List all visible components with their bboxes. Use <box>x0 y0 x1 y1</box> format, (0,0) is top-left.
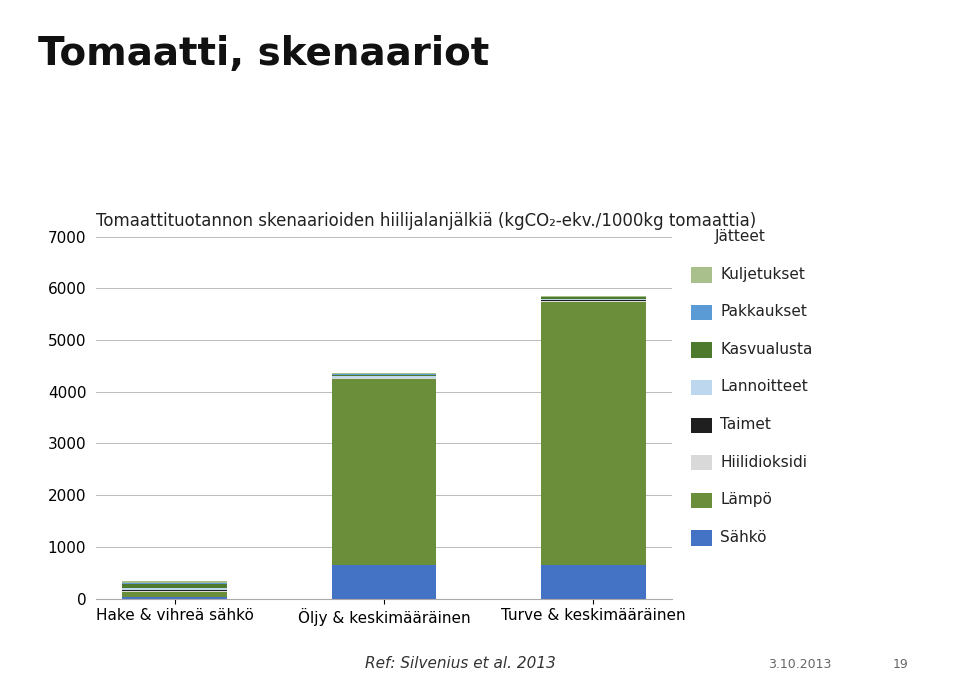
Bar <box>122 592 227 597</box>
Bar <box>331 565 437 599</box>
Bar <box>541 302 646 565</box>
Bar <box>331 374 437 375</box>
Bar <box>541 299 646 300</box>
Bar <box>122 590 227 591</box>
Bar <box>122 583 227 584</box>
Bar <box>122 588 227 590</box>
Bar <box>541 297 646 299</box>
Text: Taimet: Taimet <box>720 417 771 432</box>
Text: Kasvualusta: Kasvualusta <box>720 342 812 357</box>
Bar <box>122 597 227 599</box>
Bar <box>331 377 437 378</box>
Bar <box>122 584 227 588</box>
Text: Kuljetukset: Kuljetukset <box>720 267 804 282</box>
Bar <box>122 581 227 583</box>
Text: Lannoitteet: Lannoitteet <box>720 379 807 395</box>
Text: Lämpö: Lämpö <box>720 492 772 507</box>
Text: 3.10.2013: 3.10.2013 <box>768 658 831 671</box>
Text: Jätteet: Jätteet <box>715 229 766 244</box>
Bar <box>331 375 437 377</box>
Bar <box>541 565 646 599</box>
Text: Sähkö: Sähkö <box>720 530 766 545</box>
Bar <box>122 591 227 592</box>
Bar <box>331 379 437 565</box>
Bar <box>331 373 437 374</box>
Text: 19: 19 <box>893 658 908 671</box>
Bar <box>541 296 646 297</box>
Text: Tomaatti, skenaariot: Tomaatti, skenaariot <box>38 35 490 73</box>
Text: Tomaattituotannon skenaarioiden hiilijalanjälkiä (kgCO₂-ekv./1000kg tomaattia): Tomaattituotannon skenaarioiden hiilijal… <box>96 212 756 230</box>
Text: Ref: Silvenius et al. 2013: Ref: Silvenius et al. 2013 <box>365 656 556 671</box>
Text: Hiilidioksidi: Hiilidioksidi <box>720 454 807 470</box>
Bar <box>541 301 646 302</box>
Text: Pakkaukset: Pakkaukset <box>720 304 806 319</box>
